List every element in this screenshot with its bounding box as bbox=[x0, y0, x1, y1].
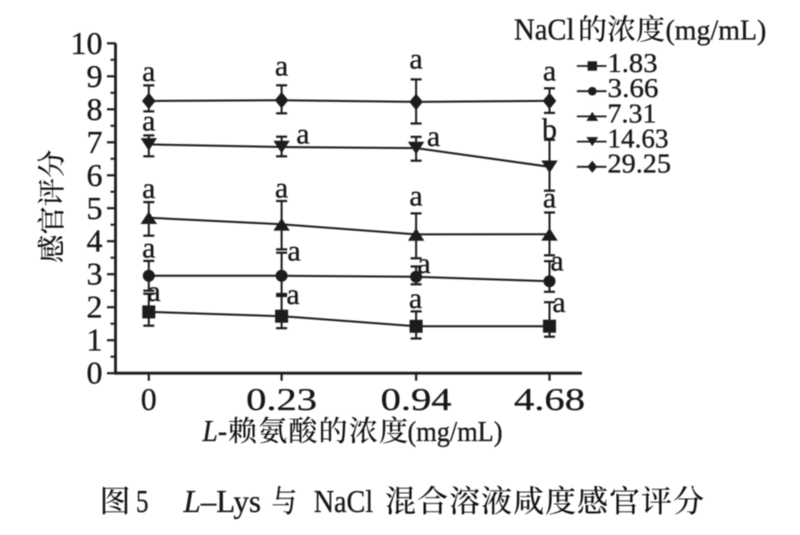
svg-text:(mg/mL): (mg/mL) bbox=[666, 15, 767, 47]
svg-text:a: a bbox=[142, 172, 155, 205]
svg-text:3: 3 bbox=[87, 256, 103, 292]
svg-text:a: a bbox=[550, 244, 563, 277]
svg-text:3.66: 3.66 bbox=[608, 73, 659, 103]
svg-text:L-: L- bbox=[202, 413, 227, 448]
svg-text:a: a bbox=[147, 275, 160, 308]
svg-text:29.25: 29.25 bbox=[608, 149, 672, 179]
svg-text:4: 4 bbox=[87, 223, 103, 259]
svg-text:0: 0 bbox=[141, 381, 157, 417]
svg-text:a: a bbox=[286, 278, 299, 311]
svg-text:a: a bbox=[417, 247, 430, 280]
svg-text:a: a bbox=[275, 171, 288, 204]
svg-text:10: 10 bbox=[71, 25, 103, 61]
svg-text:5: 5 bbox=[87, 190, 103, 226]
svg-text:a: a bbox=[296, 118, 309, 151]
svg-text:2: 2 bbox=[87, 289, 103, 325]
svg-text:1.83: 1.83 bbox=[608, 48, 658, 78]
svg-text:a: a bbox=[543, 54, 556, 87]
svg-text:a: a bbox=[142, 104, 155, 137]
svg-text:1: 1 bbox=[87, 322, 103, 358]
svg-text:a: a bbox=[409, 42, 422, 75]
svg-text:a: a bbox=[543, 181, 556, 214]
svg-text:a: a bbox=[142, 55, 155, 88]
svg-text:a: a bbox=[409, 282, 422, 315]
svg-text:b: b bbox=[542, 113, 557, 146]
svg-text:0.23: 0.23 bbox=[246, 381, 317, 417]
svg-text:5: 5 bbox=[136, 483, 149, 519]
svg-text:a: a bbox=[552, 286, 565, 319]
svg-text:7.31: 7.31 bbox=[608, 98, 657, 128]
svg-text:0: 0 bbox=[87, 355, 103, 391]
svg-text:a: a bbox=[409, 179, 422, 212]
svg-text:L–Lys: L–Lys bbox=[183, 483, 261, 519]
svg-text:a: a bbox=[275, 49, 288, 82]
svg-text:a: a bbox=[287, 234, 300, 267]
svg-text:7: 7 bbox=[87, 124, 103, 160]
svg-text:(mg/mL): (mg/mL) bbox=[408, 416, 503, 448]
svg-text:14.63: 14.63 bbox=[608, 124, 669, 154]
svg-text:8: 8 bbox=[87, 91, 103, 127]
svg-text:6: 6 bbox=[87, 157, 103, 193]
svg-text:NaCl: NaCl bbox=[314, 483, 374, 519]
svg-text:9: 9 bbox=[87, 58, 103, 94]
svg-text:4.68: 4.68 bbox=[514, 381, 585, 417]
svg-text:a: a bbox=[142, 231, 155, 264]
svg-text:a: a bbox=[427, 120, 440, 153]
svg-text:0.94: 0.94 bbox=[381, 381, 452, 417]
svg-text:NaCl: NaCl bbox=[514, 12, 575, 47]
